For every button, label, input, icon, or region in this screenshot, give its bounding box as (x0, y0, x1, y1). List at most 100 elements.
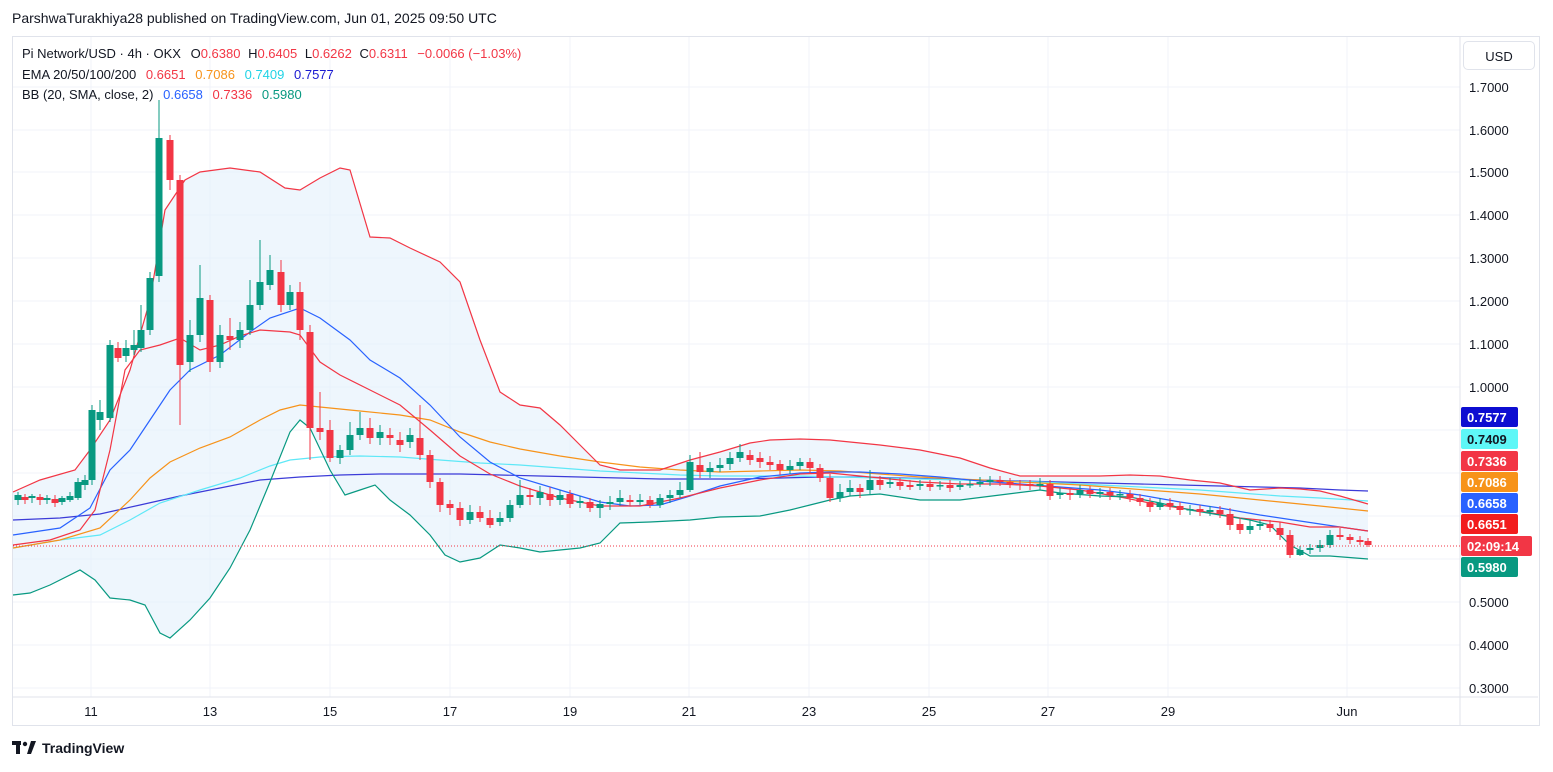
candle-body (1056, 493, 1064, 495)
candle-body (756, 458, 764, 462)
candle-body (676, 490, 684, 495)
legend-symbol[interactable]: Pi Network/USD · 4h · OKX (22, 46, 181, 61)
legend-low: 0.6262 (312, 46, 352, 61)
candle-body (436, 482, 444, 505)
candle-body (826, 478, 834, 498)
candle-body (1076, 490, 1084, 494)
price-tag-label: 02:09:14 (1467, 539, 1520, 554)
candle-body (1216, 510, 1224, 514)
price-tag-label: 0.7336 (1467, 454, 1507, 469)
candle-body (896, 482, 904, 486)
candle-body (21, 497, 29, 500)
candle-body (286, 292, 294, 305)
price-tag-020914 (1461, 536, 1532, 556)
chart-frame[interactable] (12, 36, 1540, 726)
candle-body (1006, 482, 1014, 484)
price-tag-07336 (1461, 451, 1518, 471)
price-tag-label: 0.6651 (1467, 517, 1507, 532)
candle-body (646, 500, 654, 505)
x-tick-label: 21 (682, 704, 696, 719)
legend-change: −0.0066 (−1.03%) (417, 46, 522, 61)
candle-body (66, 496, 74, 500)
currency-button[interactable]: USD (1463, 41, 1535, 70)
candle-body (606, 502, 614, 504)
candle-body (546, 494, 554, 500)
candle-body (1036, 484, 1044, 486)
candle-body (876, 480, 884, 485)
candle-body (226, 336, 234, 340)
tradingview-logo-icon (12, 741, 36, 754)
candle-body (736, 452, 744, 458)
footer-brand-text: TradingView (42, 740, 125, 756)
candle-body (1176, 506, 1184, 510)
candle-body (137, 330, 145, 348)
candle-body (356, 428, 364, 435)
legend: Pi Network/USD · 4h · OKX O0.6380 H0.640… (22, 44, 521, 106)
candle-body (14, 495, 22, 500)
candle-body (326, 430, 334, 458)
candle-body (816, 468, 824, 478)
candle-body (906, 485, 914, 487)
candle-body (81, 480, 89, 485)
y-tick-label: 1.0000 (1469, 380, 1509, 395)
candle-body (1346, 537, 1354, 540)
candle-body (786, 466, 794, 470)
legend-ohlc-row[interactable]: Pi Network/USD · 4h · OKX O0.6380 H0.640… (22, 44, 521, 65)
legend-high: 0.6405 (257, 46, 298, 61)
candle-body (456, 508, 464, 520)
candle-body (122, 348, 130, 356)
candle-body (1266, 524, 1274, 528)
ema200-line (12, 473, 1369, 521)
legend-close-label: C (359, 46, 369, 61)
candle-body (856, 488, 864, 492)
x-tick-label: 17 (443, 704, 457, 719)
legend-bb-row[interactable]: BB (20, SMA, close, 2) 0.6658 0.7336 0.5… (22, 85, 521, 106)
price-tag-06658 (1461, 493, 1518, 513)
candle-body (1296, 550, 1304, 555)
bb-upper-value: 0.7336 (212, 87, 253, 102)
price-tag-07409 (1461, 429, 1518, 449)
legend-high-label: H (248, 46, 258, 61)
candle-body (616, 498, 624, 502)
candle-body (43, 498, 51, 500)
candle-body (706, 468, 714, 472)
candle-body (246, 305, 254, 330)
candle-body (196, 298, 204, 335)
price-tag-07086 (1461, 472, 1518, 492)
price-tag-05980 (1461, 557, 1518, 577)
candle-body (51, 499, 59, 503)
candle-body (1276, 528, 1284, 535)
candle-body (576, 501, 584, 503)
candle-body (486, 518, 494, 525)
candle-body (1196, 509, 1204, 512)
bb-basis-value: 0.6658 (163, 87, 203, 102)
legend-open-label: O (190, 46, 201, 61)
candle-body (526, 495, 534, 497)
x-tick-label: 11 (84, 704, 98, 719)
bb-lower-value: 0.5980 (261, 87, 302, 102)
ema-label[interactable]: EMA 20/50/100/200 (22, 66, 137, 82)
candle-body (1206, 510, 1214, 512)
candle-body (716, 465, 724, 468)
ema100-line (12, 455, 1369, 549)
price-tag-06651 (1461, 514, 1518, 534)
candle-body (866, 480, 874, 490)
candle-body (406, 435, 414, 442)
x-tick-label: 27 (1041, 704, 1055, 719)
candle-body (1246, 526, 1254, 530)
candle-body (476, 512, 484, 518)
y-tick-label: 1.7000 (1469, 80, 1509, 95)
bb-label[interactable]: BB (20, SMA, close, 2) (22, 87, 154, 102)
legend-ema-row[interactable]: EMA 20/50/100/200 0.6651 0.7086 0.7409 0… (22, 65, 521, 86)
candle-body (346, 435, 354, 450)
ema20-value: 0.6651 (145, 66, 186, 82)
y-tick-label: 1.1000 (1469, 337, 1509, 352)
candle-body (496, 518, 504, 522)
candle-body (1156, 503, 1164, 507)
candle-body (96, 412, 104, 420)
candle-body (626, 500, 634, 502)
candle-body (656, 498, 664, 505)
candle-body (426, 455, 434, 482)
candle-body (1086, 490, 1094, 494)
